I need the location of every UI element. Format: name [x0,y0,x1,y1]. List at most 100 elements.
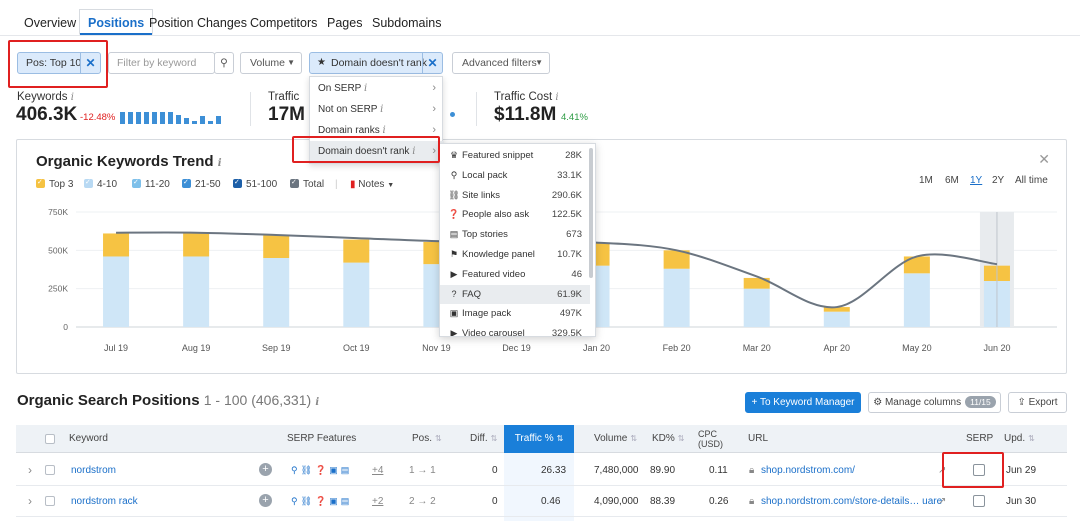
search-icon: ⚲ [220,57,228,69]
tab-competitors[interactable]: Competitors [250,16,318,30]
expand-chevron-icon[interactable]: › [28,463,32,477]
cpc-value: 0.26 [709,496,729,507]
close-icon[interactable]: ✕ [422,53,442,73]
volume-dropdown[interactable]: Volume ▼ [240,52,302,74]
keywords-kpi-value: 406.3K [16,104,78,125]
col-cpc[interactable]: CPC (USD) [698,429,723,449]
domain-filter-label: Domain doesn't rank [331,57,427,69]
submenu-item-label: Site links [462,189,501,201]
more-serp-features-link[interactable]: +2 [372,496,384,507]
menu-item-not-on-serp[interactable]: Not on SERP i › [318,103,436,115]
legend-11-20[interactable]: 11-20 [132,178,170,190]
tab-position-changes[interactable]: Position Changes [149,16,247,30]
submenu-scrollbar[interactable] [589,148,593,278]
video-carousel-icon: ▶ [450,328,458,337]
keyword-manager-button[interactable]: + To Keyword Manager [745,392,861,413]
tab-pages[interactable]: Pages [327,16,363,30]
position-filter-chip[interactable]: Pos: Top 10 ✕ [17,52,101,74]
star-icon: ★ [317,57,326,68]
bar-4-10 [343,262,370,327]
col-url[interactable]: URL [748,433,769,444]
tab-subdomains[interactable]: Subdomains [372,16,442,30]
menu-item-domain-ranks[interactable]: Domain ranks i › [318,124,436,136]
external-link-icon[interactable]: ↗ [938,496,947,507]
row-checkbox[interactable] [45,496,55,506]
table-row[interactable]: › nordstrom + ⚲⛓❓▣▤ +4 1 → 1 0 26.33 7,480,000 89… [16,455,1067,486]
col-keyword[interactable]: Keyword [69,433,108,444]
range-1y[interactable]: 1Y [970,175,983,186]
legend-21-50[interactable]: 21-50 [182,178,221,190]
col-pos[interactable]: Pos. ⇅ [412,433,442,444]
submenu-item-local-pack[interactable]: ⚲ Local pack 33.1K [440,166,590,186]
highlight-box [8,40,108,88]
menu-item-domain-doesnt-rank[interactable]: Domain doesn't rank i › [310,141,444,162]
chart-title: Organic Keywords Trend i [36,153,222,170]
range-2y[interactable]: 2Y [992,175,1005,186]
domain-filter-chip[interactable]: ★ Domain doesn't rank ✕ [309,52,443,74]
serp-feature-icons: ⚲⛓❓▣▤ [291,465,353,475]
submenu-item-featured-video[interactable]: ▶ Featured video 46 [440,265,590,285]
submenu-item-label: Image pack [462,308,512,320]
submenu-item-label: Top stories [462,229,508,241]
col-volume[interactable]: Volume ⇅ [594,433,638,444]
traffic-percent-value: 26.33 [541,465,567,476]
keyword-link[interactable]: nordstrom [71,465,117,476]
export-button[interactable]: ⇪ Export [1008,392,1067,413]
col-serp[interactable]: SERP [966,433,994,444]
col-traffic-percent[interactable]: Traffic % ⇅ [504,425,574,453]
tab-overview[interactable]: Overview [24,16,77,30]
serp-snapshot-icon[interactable] [973,464,985,476]
submenu-item-image-pack[interactable]: ▣ Image pack 497K [440,304,590,324]
lock-icon: 🔒︎ [749,496,755,507]
advanced-filters-dropdown[interactable]: Advanced filters ▼ [452,52,550,74]
select-all-checkbox[interactable] [45,434,55,444]
keyword-filter-input[interactable]: Filter by keyword [108,52,215,74]
legend-51-100[interactable]: 51-100 [233,178,277,190]
more-serp-features-link[interactable]: +4 [372,465,384,476]
tab-positions[interactable]: Positions [79,9,154,35]
manage-columns-button[interactable]: ⚙ Manage columns 11/15 [868,392,1001,413]
submenu-item-count: 497K [559,308,582,320]
x-tick-label: Jul 19 [104,343,128,353]
col-serp-features[interactable]: SERP Features [287,433,357,444]
range-1m[interactable]: 1M [919,175,933,186]
add-keyword-icon[interactable]: + [259,463,272,476]
table-row[interactable]: › nordstrom rack + ⚲⛓❓▣▤ +2 2 → 2 0 0.46 4,090,0… [16,486,1067,517]
col-kd[interactable]: KD% ⇅ [652,433,685,444]
submenu-item-site-links[interactable]: ⛓ Site links 290.6K [440,186,590,206]
x-tick-label: Apr 20 [824,343,851,353]
col-diff[interactable]: Diff. ⇅ [470,433,498,444]
add-keyword-icon[interactable]: + [259,494,272,507]
submenu-item-featured-snippet[interactable]: ♛ Featured snippet 28K [440,146,590,166]
submenu-item-label: Featured video [462,268,526,280]
link-icon: ⛓ [448,189,460,200]
submenu-item-video-carousel[interactable]: ▶ Video carousel 329.5K [440,324,590,337]
notes-dropdown[interactable]: ▮ Notes ▼ [350,179,395,190]
close-icon[interactable]: ✕ [1038,151,1050,167]
submenu-item-top-stories[interactable]: ▤ Top stories 673 [440,225,590,245]
row-checkbox[interactable] [45,465,55,475]
url-link[interactable]: shop.nordstrom.com/store-details… uare [761,496,943,507]
submenu-item-faq[interactable]: ? FAQ 61.9K [440,284,590,305]
legend-top3[interactable]: Top 3 [36,178,73,190]
submenu-item-label: Local pack [462,169,508,181]
close-icon[interactable]: ✕ [80,53,100,73]
expand-chevron-icon[interactable]: › [28,494,32,508]
range-all-time[interactable]: All time [1015,175,1048,186]
pin-icon: ⚲ [450,169,458,180]
traffic-sparkline-dot [450,112,455,117]
search-button[interactable]: ⚲ [214,52,234,74]
bar-top3 [823,307,850,312]
submenu-item-count: 61.9K [557,288,582,300]
submenu-item-people-also-ask[interactable]: ❓ People also ask 122.5K [440,205,590,225]
bar-top3 [183,232,210,257]
legend-total[interactable]: Total [290,178,324,190]
menu-item-on-serp[interactable]: On SERP i › [318,82,436,94]
submenu-item-knowledge-panel[interactable]: ⚑ Knowledge panel 10.7K [440,245,590,265]
keyword-link[interactable]: nordstrom rack [71,496,138,507]
serp-snapshot-icon[interactable] [973,495,985,507]
url-link[interactable]: shop.nordstrom.com/ [761,465,855,476]
legend-4-10[interactable]: 4-10 [84,178,117,190]
range-6m[interactable]: 6M [945,175,959,186]
col-updated[interactable]: Upd. ⇅ [1004,433,1035,444]
